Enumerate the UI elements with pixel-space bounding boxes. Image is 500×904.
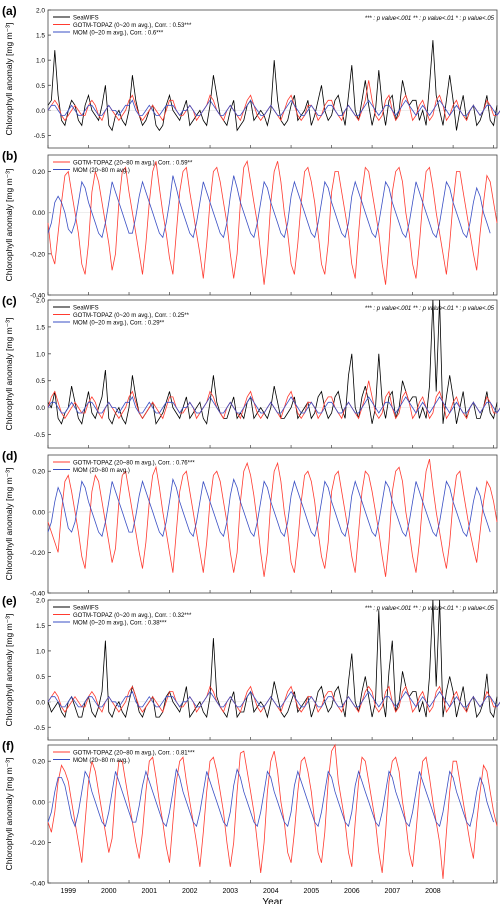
series-line-mom [47,767,494,828]
x-tick-label: 2006 [344,888,360,895]
x-tick-label: 2008 [425,888,441,895]
y-tick-label: -0.40 [30,881,45,888]
panel-frame-1 [47,154,498,296]
y-tick-label: 1.0 [36,351,45,358]
legend-entry: SeaWIFS [73,15,99,21]
x-tick-label: 2001 [141,888,157,895]
y-tick-label: -0.5 [34,725,46,732]
legend-entry: GOTM-TOPAZ (20~80 m avg.), Corr. : 0.59*… [73,160,193,166]
series-line-gotm-topaz [47,685,500,714]
y-axis-label: Chlorophyll anomaly [mg m⁻³] [4,318,14,431]
legend-entry: MOM (20~80 m avg.) [73,758,130,764]
x-axis-label: Year [262,897,283,904]
y-axis-label: Chlorophyll anomaly [mg m⁻³] [4,23,14,136]
series-line-gotm-topaz [47,458,498,577]
y-tick-label: 0.20 [32,169,45,176]
panel-frame-0 [47,9,498,149]
y-tick-label: 1.0 [36,648,45,655]
y-tick-label: 1.5 [36,623,45,630]
y-tick-label: 0.00 [32,509,45,516]
y-tick-label: 1.5 [36,33,45,40]
panel-label: (a) [2,4,17,18]
legend-entry: GOTM-TOPAZ (0~20 m avg.), Corr. : 0.53**… [73,23,192,29]
legend-entry: MOM (0~20 m avg.), Corr. : 0.6*** [73,30,164,36]
legend-entry: GOTM-TOPAZ (20~80 m avg.), Corr. : 0.81*… [73,750,195,756]
x-tick-label: 2002 [182,888,198,895]
panel-frame-2 [47,299,498,449]
y-tick-label: 0.20 [32,469,45,476]
x-tick-label: 2000 [101,888,117,895]
y-tick-label: -0.40 [30,591,45,598]
y-tick-label: 2.0 [36,8,45,15]
series-line-mom [47,175,491,239]
y-tick-label: 0.5 [36,378,45,385]
panel-frame-5 [47,744,498,884]
y-tick-label: 0.0 [36,405,45,412]
y-axis-label: Chlorophyll anomaly [mg m⁻³] [4,614,14,727]
y-tick-label: 0.5 [36,83,45,90]
panel-label: (c) [2,294,17,308]
x-tick-label: 1999 [60,888,76,895]
series-line-seawifs [47,599,498,719]
significance-note: *** : p value<.001 ** : p value<.01 * : … [365,306,495,312]
legend-entry: MOM (0~20 m avg.), Corr. : 0.29** [73,320,165,326]
x-tick-label: 2007 [385,888,401,895]
y-tick-label: -0.20 [30,251,45,258]
y-tick-label: -0.5 [34,432,46,439]
panel-label: (b) [2,149,17,163]
legend-entry: SeaWIFS [73,305,99,311]
legend-entry: MOM (0~20 m avg.), Corr. : 0.38*** [73,620,167,626]
legend-entry: GOTM-TOPAZ (20~80 m avg.), Corr. : 0.76*… [73,460,195,466]
panel-label: (f) [2,739,14,753]
legend-entry: GOTM-TOPAZ (0~20 m avg.), Corr. : 0.32**… [73,613,192,619]
y-tick-label: 2.0 [36,298,45,305]
y-tick-label: -0.20 [30,840,45,847]
y-tick-label: -0.5 [34,133,46,140]
significance-note: *** : p value<.001 ** : p value<.01 * : … [365,606,495,612]
y-tick-label: -0.20 [30,550,45,557]
y-axis-label: Chlorophyll anomaly [mg m⁻³] [4,468,14,581]
y-axis-label: Chlorophyll anomaly [mg m⁻³] [4,758,14,871]
y-tick-label: 0.20 [32,759,45,766]
y-tick-label: 0.0 [36,108,45,115]
panel-frame-3 [47,454,498,594]
legend-entry: MOM (20~80 m avg.) [73,168,130,174]
series-line-mom [47,395,500,414]
y-tick-label: 0.0 [36,699,45,706]
legend-entry: MOM (20~80 m avg.) [73,468,130,474]
series-line-seawifs [47,40,498,132]
panel-label: (e) [2,594,17,608]
series-line-mom [47,477,491,538]
x-tick-label: 2004 [263,888,279,895]
legend-entry: GOTM-TOPAZ (0~20 m avg.), Corr. : 0.25** [73,313,190,319]
panel-frame-4 [47,599,498,741]
x-tick-label: 2003 [223,888,239,895]
significance-note: *** : p value<.001 ** : p value<.01 * : … [365,16,495,22]
y-tick-label: 0.5 [36,674,45,681]
y-tick-label: 2.0 [36,598,45,605]
series-line-gotm-topaz [47,743,498,879]
series-line-mom [47,690,500,708]
y-axis-label: Chlorophyll anomaly [mg m⁻³] [4,169,14,282]
legend-entry: SeaWIFS [73,605,99,611]
y-tick-label: 0.00 [32,210,45,217]
series-line-mom [47,99,500,117]
y-tick-label: 1.5 [36,324,45,331]
y-tick-label: 1.0 [36,58,45,65]
x-tick-label: 2005 [304,888,320,895]
y-tick-label: -0.40 [30,293,45,300]
series-line-seawifs [47,299,498,425]
panel-label: (d) [2,449,17,463]
series-line-gotm-topaz [47,159,498,285]
y-tick-label: 0.00 [32,799,45,806]
